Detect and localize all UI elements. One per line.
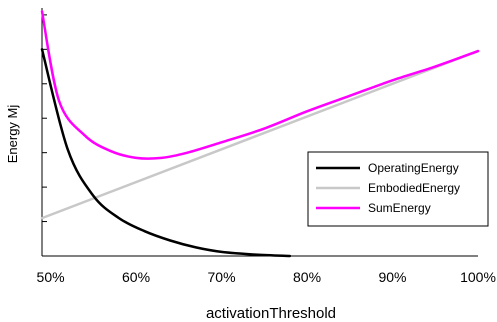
legend-label-sumenergy: SumEnergy (368, 201, 431, 215)
x-tick-label: 100% (460, 269, 496, 285)
series-line-sumenergy (40, 10, 480, 160)
series-lines (40, 10, 480, 258)
x-tick-label: 90% (378, 269, 406, 285)
legend-label-embodiedenergy: EmbodiedEnergy (368, 181, 460, 195)
y-axis-title: Energy Mj (5, 105, 20, 164)
x-tick-label: 80% (293, 269, 321, 285)
x-tick-label: 50% (37, 269, 65, 285)
series-line-embodiedenergy (40, 49, 480, 220)
x-tick-labels: 50% 60% 70% 80% 90% 100% (37, 269, 496, 285)
x-axis-title: activationThreshold (206, 305, 336, 322)
series-line-operatingenergy (40, 48, 292, 258)
x-tick-label: 60% (122, 269, 150, 285)
legend-label-operatingenergy: OperatingEnergy (368, 161, 459, 175)
x-tick-label: 70% (208, 269, 236, 285)
legend: OperatingEnergy EmbodiedEnergy SumEnergy (307, 151, 489, 227)
